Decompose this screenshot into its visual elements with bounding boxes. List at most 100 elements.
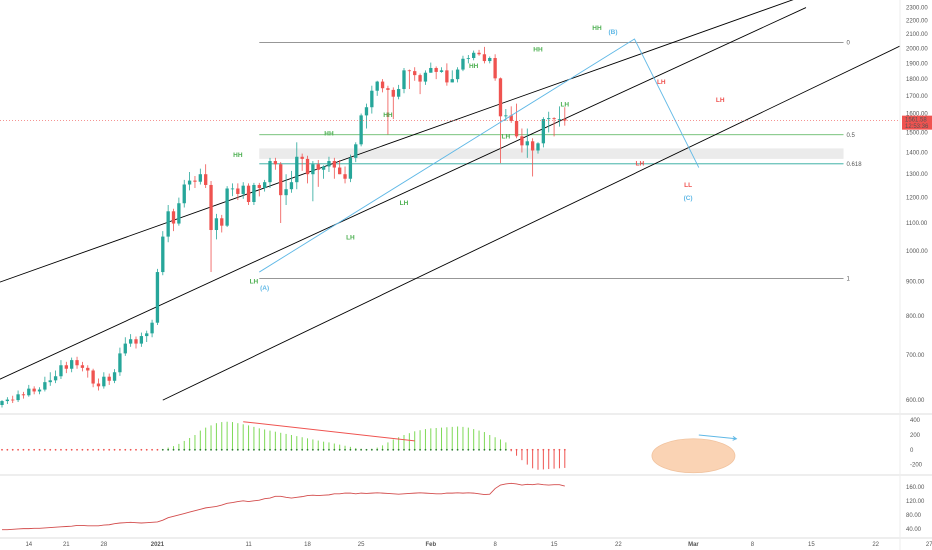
oscillator-dot [563,448,566,451]
oscillator-dot [317,448,320,451]
candle-body [321,166,326,170]
candle-body [214,218,219,231]
time-tick-label: 15 [808,542,815,548]
time-tick-label: 22 [615,542,622,548]
candle-body [204,174,208,185]
trend-arrow [698,434,737,440]
oscillator-dot [140,448,143,451]
candle-body [75,360,79,366]
candle-body [354,144,358,158]
oscillator-dot [478,448,480,451]
candle-body [230,188,235,190]
time-tick-label: 25 [358,542,365,548]
price-tick-label: 1500.00 [906,130,928,136]
candle-body [150,322,154,334]
oscillator-dot [344,448,346,451]
price-pane[interactable]: 0 0.5 0.618 1 (A) (B) (C) HH HH HH HH HH HH LH LH LH LH L… [0,0,932,408]
oscillator-dot [43,448,46,451]
candle-body [193,180,197,182]
time-tick-label: 22 [872,542,879,548]
swing-label: LH [400,200,409,207]
oscillator-dot [247,448,250,451]
candle-body [80,365,85,368]
oscillator-dot [510,448,513,451]
candle-body [541,119,546,144]
candle-body [300,156,304,159]
oscillator-dot [301,448,304,451]
oscillator-dot [419,448,421,451]
oscillator-dot [542,448,545,451]
candle-body [225,188,229,226]
oscillator-dot [215,448,218,451]
swing-label: LH [346,234,355,241]
oscillator-tick-label: -200 [910,463,923,469]
candle-body [64,365,68,369]
candle-body [37,389,42,392]
oscillator-dot [124,448,127,451]
candle-body [563,119,567,121]
oscillator-dot [349,448,352,451]
time-tick-label: 15 [551,542,558,548]
candle-body [252,184,256,203]
candle-body [262,182,267,189]
swing-label: LH [636,160,645,167]
price-tick-label: 1900.00 [906,61,928,67]
candle-body [552,118,556,120]
oscillator-dot [381,448,384,451]
last-price-box [902,115,932,130]
oscillator-dot [258,448,261,451]
candle-body [343,174,347,179]
candle-body [187,180,192,185]
trend-arrow-head [732,436,738,441]
obv-pane[interactable] [2,482,565,531]
price-tick-label: 600.00 [906,398,925,404]
obv-tick-label: 120.00 [906,499,925,505]
candle-body [536,143,540,151]
time-tick-label: 14 [25,542,32,548]
swing-label: LH [657,79,666,86]
oscillator-dot [231,448,234,451]
oscillator-dot [365,448,368,451]
candle-body [370,90,374,108]
highlight-ellipse [651,438,736,474]
candle-body [488,58,492,62]
candle-body [145,333,149,337]
oscillator-dot [435,448,438,451]
candle-body [332,161,336,168]
oscillator-dot [424,448,427,451]
candle-body [386,88,390,90]
price-tick-label: 1600.00 [906,112,928,118]
candle-body [21,394,26,396]
time-tick-label: 28 [100,542,107,548]
candle-body [209,184,213,231]
candle-body [311,164,315,175]
oscillator-pane[interactable] [1,421,738,474]
swing-label: LL [684,182,692,189]
fib-level-label: 0 [847,41,851,47]
oscillator-dot [129,448,132,451]
oscillator-dot [526,448,529,451]
oscillator-dot [269,448,271,451]
candle-body [407,70,412,72]
oscillator-dot [156,448,159,451]
channel-line [0,0,794,283]
candle-body [166,211,170,237]
oscillator-dot [22,448,25,451]
oscillator-dot [306,448,309,451]
candle-body [520,136,524,146]
candle-body [418,75,422,82]
candle-body [279,164,283,196]
oscillator-dot [279,448,282,451]
candle-body [246,185,251,203]
candle-body [402,70,406,90]
price-tick-label: 2300.00 [906,6,928,12]
candle-body [504,115,508,117]
candle-body [59,365,63,377]
time-tick-label: 27 [926,542,932,548]
oscillator-dot [504,448,507,451]
oscillator-dot [92,448,95,451]
oscillator-dot [151,448,153,451]
